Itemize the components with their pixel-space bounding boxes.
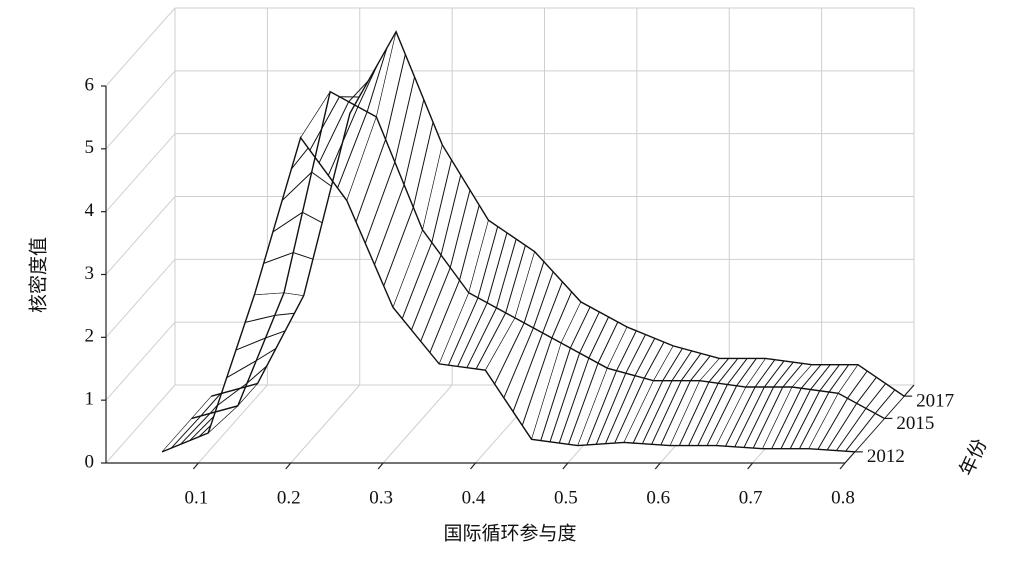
y-tick-label: 1 [85, 389, 95, 410]
y-tick-label: 5 [85, 137, 95, 158]
x-tick [840, 463, 845, 469]
y-tick-label: 6 [85, 74, 95, 95]
grid-line [106, 134, 175, 212]
z-tick-label: 2017 [916, 391, 954, 412]
y-axis-title: 核密度值 [27, 237, 49, 313]
grid-line [106, 71, 175, 149]
grid-line [106, 259, 175, 337]
x-tick-label: 0.2 [277, 487, 301, 508]
x-tick [748, 463, 753, 469]
grid-line [106, 8, 175, 86]
z-tick-label: 2015 [896, 413, 934, 434]
x-tick [655, 463, 660, 469]
grid-line [291, 385, 360, 463]
x-tick-label: 0.6 [646, 487, 670, 508]
x-tick-label: 0.5 [554, 487, 578, 508]
y-tick-label: 4 [85, 200, 95, 221]
x-tick [286, 463, 291, 469]
y-tick-label: 0 [85, 451, 95, 472]
x-tick [471, 463, 476, 469]
y-tick-label: 2 [85, 326, 95, 347]
grid-line [106, 197, 175, 275]
x-tick-label: 0.8 [831, 487, 855, 508]
grid-line [106, 322, 175, 400]
surface-patch [208, 293, 284, 433]
grid-line [383, 385, 452, 463]
x-tick [563, 463, 568, 469]
z-axis-title: 年份 [956, 435, 992, 479]
x-tick-label: 0.3 [369, 487, 393, 508]
x-tick [193, 463, 198, 469]
x-tick-label: 0.1 [185, 487, 209, 508]
y-tick-label: 3 [85, 263, 95, 284]
x-axis-title: 国际循环参与度 [443, 522, 576, 544]
x-tick-label: 0.4 [462, 487, 486, 508]
x-tick-label: 0.7 [739, 487, 763, 508]
z-tick-label: 2012 [867, 446, 905, 467]
x-tick [378, 463, 383, 469]
